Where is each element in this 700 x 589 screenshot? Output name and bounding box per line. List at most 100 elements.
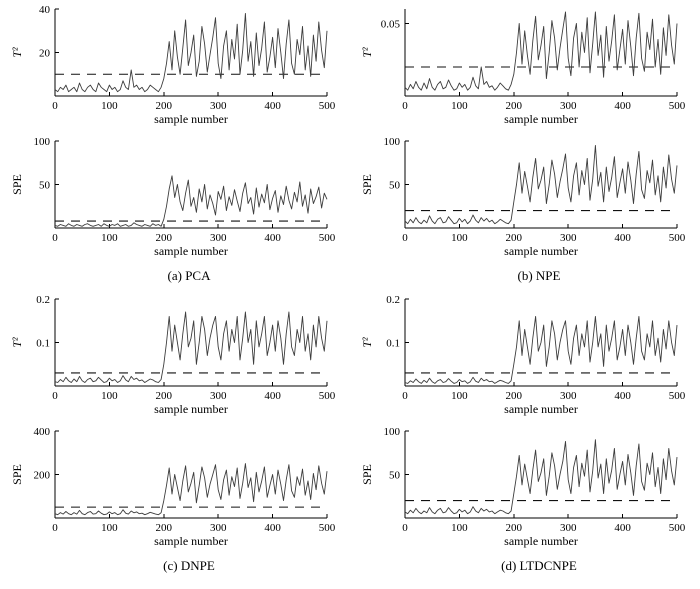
caption-dnpe: (c) DNPE [163,558,215,573]
y-axis-label: T² [360,47,374,58]
signal-line [54,463,328,516]
svg-text:500: 500 [319,390,336,402]
signal-line [404,315,678,384]
svg-text:300: 300 [560,522,577,534]
y-axis-label: T² [10,47,24,58]
x-axis-label: sample number [154,402,228,416]
svg-text:0: 0 [402,100,408,112]
svg-text:200: 200 [156,390,173,402]
chart-ltdcnpe-t2: 0 100 200 300 400 500 0.1 0.2 sample number T² [357,292,693,424]
chart-pca-t2: 0 100 200 300 400 500 20 40 sample number T² [7,2,343,134]
svg-text:400: 400 [264,522,281,534]
svg-text:100: 100 [451,232,468,244]
chart-ltdcnpe-spe: 0 100 200 300 400 500 50 100 sample number SPE [357,424,693,556]
svg-text:100: 100 [384,426,401,438]
axes [54,140,328,229]
svg-text:0: 0 [402,232,408,244]
svg-text:0: 0 [52,390,58,402]
svg-text:300: 300 [560,232,577,244]
caption-ltdcnpe: (d) LTDCNPE [501,558,577,573]
svg-text:100: 100 [34,136,51,148]
svg-text:100: 100 [451,390,468,402]
axes [54,298,328,387]
svg-text:400: 400 [34,426,51,438]
svg-text:500: 500 [669,100,686,112]
svg-text:400: 400 [614,232,631,244]
svg-text:300: 300 [560,390,577,402]
svg-text:0: 0 [402,522,408,534]
y-axis-label: T² [360,337,374,348]
svg-text:200: 200 [506,232,523,244]
axes [404,140,678,229]
svg-text:200: 200 [506,100,523,112]
pca-spe-plot: 0 100 200 300 400 500 50 100 sample number SPE [10,136,336,258]
figure-column-right: 0 100 200 300 400 500 0.05 sample number T² 0 100… [350,2,700,589]
svg-text:0.1: 0.1 [36,338,50,350]
svg-text:200: 200 [156,232,173,244]
chart-dnpe-spe: 0 100 200 300 400 500 200 400 sample number SPE [7,424,343,556]
svg-text:100: 100 [101,232,118,244]
svg-text:500: 500 [669,390,686,402]
x-axis-label: sample number [504,112,578,126]
svg-text:300: 300 [210,522,227,534]
svg-text:40: 40 [39,4,51,16]
signal-line [404,11,678,91]
svg-text:50: 50 [389,180,401,192]
ltdcnpe-t2-plot: 0 100 200 300 400 500 0.1 0.2 sample number T² [360,294,686,416]
y-axis-label: SPE [360,174,374,195]
axes [54,430,328,519]
svg-text:400: 400 [614,522,631,534]
axes [54,8,328,97]
svg-text:100: 100 [101,100,118,112]
signal-line [404,439,678,515]
svg-text:50: 50 [39,180,51,192]
svg-text:500: 500 [319,100,336,112]
npe-t2-plot: 0 100 200 300 400 500 0.05 sample number T² [360,9,686,126]
x-axis-label: sample number [154,112,228,126]
svg-text:500: 500 [669,232,686,244]
axes [404,298,678,387]
svg-text:0: 0 [52,100,58,112]
y-axis-label: T² [10,337,24,348]
svg-text:500: 500 [319,522,336,534]
svg-text:400: 400 [614,390,631,402]
svg-text:300: 300 [560,100,577,112]
signal-line [404,144,678,225]
x-axis-label: sample number [504,534,578,548]
y-axis-label: SPE [360,464,374,485]
svg-text:20: 20 [39,48,51,60]
svg-text:0.2: 0.2 [36,294,50,306]
svg-text:100: 100 [384,136,401,148]
axes [404,9,678,97]
svg-text:0.1: 0.1 [386,338,400,350]
svg-text:400: 400 [264,390,281,402]
svg-text:500: 500 [669,522,686,534]
chart-npe-t2: 0 100 200 300 400 500 0.05 sample number T² [357,2,693,134]
npe-spe-plot: 0 100 200 300 400 500 50 100 sample number SPE [360,136,686,258]
y-axis-label: SPE [10,174,24,195]
caption-npe: (b) NPE [517,268,561,283]
svg-text:0: 0 [402,390,408,402]
dnpe-t2-plot: 0 100 200 300 400 500 0.1 0.2 sample number T² [10,294,336,416]
svg-text:500: 500 [319,232,336,244]
ltdcnpe-spe-plot: 0 100 200 300 400 500 50 100 sample number SPE [360,426,686,548]
dnpe-spe-plot: 0 100 200 300 400 500 200 400 sample number SPE [10,426,336,548]
svg-text:100: 100 [101,390,118,402]
x-axis-label: sample number [504,402,578,416]
svg-text:300: 300 [210,232,227,244]
x-axis-label: sample number [154,534,228,548]
svg-text:0.05: 0.05 [381,19,401,31]
x-axis-label: sample number [504,244,578,258]
svg-text:300: 300 [210,100,227,112]
signal-line [54,12,328,93]
svg-text:200: 200 [506,522,523,534]
chart-npe-spe: 0 100 200 300 400 500 50 100 sample number SPE [357,134,693,266]
svg-text:100: 100 [451,100,468,112]
svg-text:400: 400 [614,100,631,112]
caption-pca: (a) PCA [167,268,211,283]
svg-text:0: 0 [52,522,58,534]
svg-text:400: 400 [264,232,281,244]
svg-text:50: 50 [389,470,401,482]
signal-line [54,175,328,227]
